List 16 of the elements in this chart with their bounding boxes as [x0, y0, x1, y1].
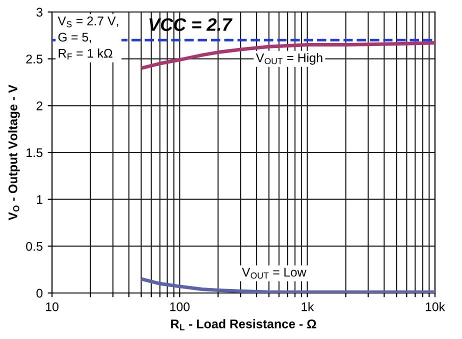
- y-tick-label: 3: [36, 8, 42, 17]
- x-tick-label: 100: [170, 302, 190, 312]
- annotation: V$_{OUT}$ = High: [256, 53, 322, 65]
- x-tick-label: 10k: [426, 302, 446, 312]
- y-tick-label: 0: [36, 288, 42, 298]
- y-tick-label: 2.5: [26, 54, 42, 64]
- y-tick-label: 1.5: [26, 148, 42, 158]
- y-tick-label: 0.5: [26, 242, 42, 251]
- y-axis-title: V$_{O}$ - Output Voltage - V: [8, 84, 20, 220]
- x-tick-label: 10: [46, 302, 58, 312]
- y-tick-label: 1: [36, 195, 42, 204]
- y-tick-label: 2: [36, 101, 42, 110]
- x-axis-title: R$_{L}$ - Load Resistance - Ω: [171, 319, 316, 330]
- x-tick-label: 1k: [302, 302, 314, 312]
- annotation: V$_{OUT}$ = Low: [242, 268, 306, 279]
- annotation: V$_{S}$ = 2.7 V, G = 5, R$_{F}$ = 1 kΩ: [58, 16, 118, 60]
